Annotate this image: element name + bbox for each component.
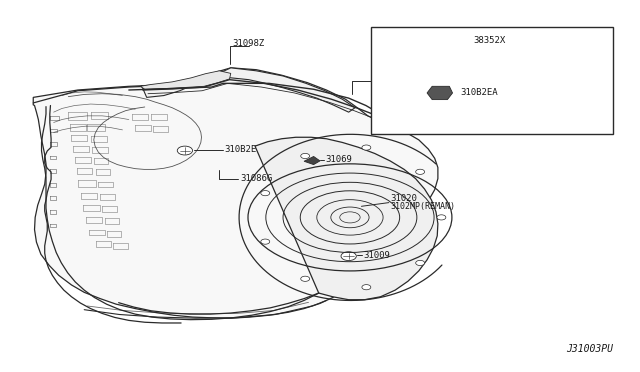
Text: 31069: 31069: [325, 155, 352, 164]
Text: 38352X: 38352X: [473, 36, 505, 45]
Circle shape: [301, 276, 310, 281]
Bar: [371, 27, 613, 134]
Circle shape: [416, 260, 424, 266]
Circle shape: [362, 285, 371, 290]
Circle shape: [177, 146, 193, 155]
Polygon shape: [427, 86, 452, 100]
Polygon shape: [33, 68, 438, 318]
Polygon shape: [140, 71, 231, 89]
Text: 31086G: 31086G: [241, 174, 273, 183]
Polygon shape: [255, 137, 438, 300]
Circle shape: [301, 153, 310, 158]
Text: 310B2EA: 310B2EA: [460, 89, 498, 97]
Text: 31098Z: 31098Z: [232, 39, 265, 48]
Circle shape: [260, 190, 269, 196]
Text: 31009: 31009: [364, 251, 390, 260]
Text: 31020: 31020: [390, 195, 417, 203]
Circle shape: [416, 169, 424, 174]
Polygon shape: [141, 68, 355, 112]
Text: J31003PU: J31003PU: [566, 344, 613, 354]
Circle shape: [341, 252, 356, 260]
Circle shape: [260, 239, 269, 244]
Text: 310B2E: 310B2E: [225, 145, 257, 154]
Text: 3102MP(REMAN): 3102MP(REMAN): [390, 202, 455, 211]
Circle shape: [362, 145, 371, 150]
Circle shape: [437, 215, 446, 220]
Polygon shape: [304, 157, 320, 164]
